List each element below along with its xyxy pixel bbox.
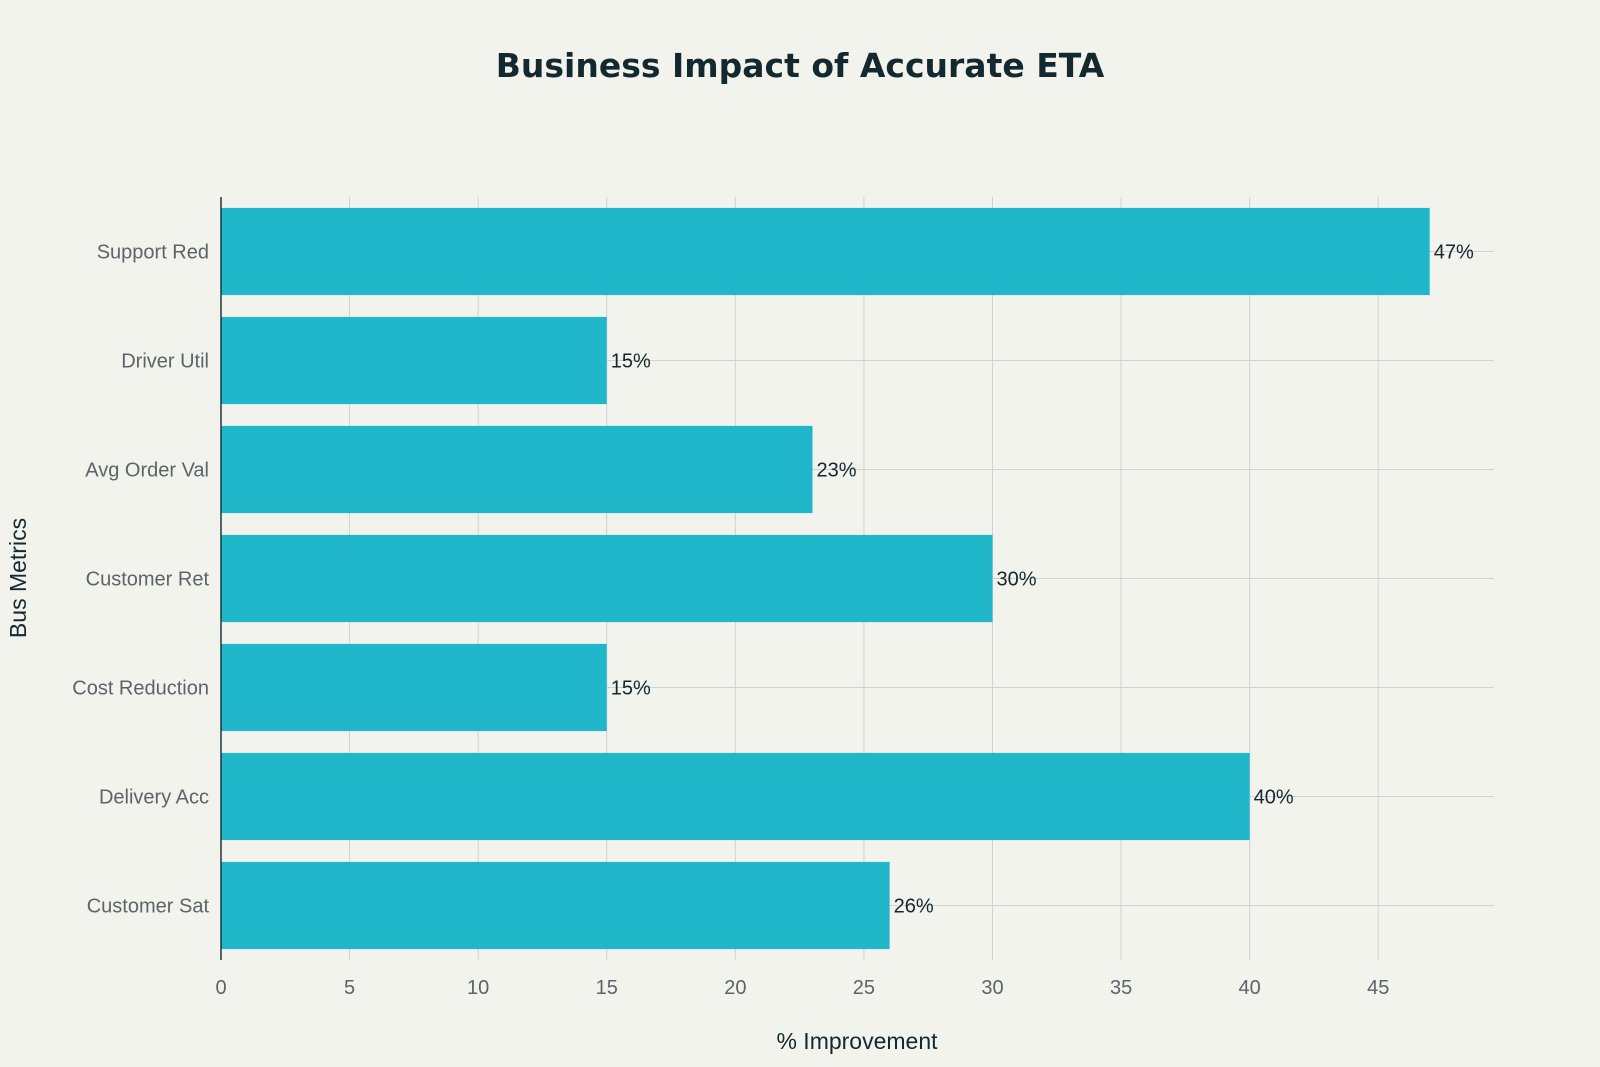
x-axis-title: % Improvement: [776, 1028, 938, 1054]
bar-value-label: 15%: [611, 351, 651, 373]
y-tick-label: Customer Sat: [87, 896, 210, 918]
x-tick-label: 0: [215, 977, 226, 999]
bar-value-label: 26%: [894, 896, 934, 918]
bar-customer-sat: [221, 861, 890, 950]
x-tick-label: 10: [467, 977, 489, 999]
y-tick-label: Customer Ret: [86, 569, 210, 591]
y-tick-label: Avg Order Val: [85, 460, 209, 482]
chart-title: Business Impact of Accurate ETA: [496, 46, 1105, 85]
x-tick-label: 40: [1239, 977, 1261, 999]
x-tick-label: 25: [853, 977, 875, 999]
y-tick-label: Driver Util: [121, 351, 209, 373]
x-tick-label: 20: [724, 977, 746, 999]
bar-customer-ret: [221, 534, 993, 623]
bar-support-red: [221, 207, 1430, 296]
x-tick-label: 30: [981, 977, 1003, 999]
bar-value-label: 30%: [997, 569, 1037, 591]
x-tick-label: 45: [1367, 977, 1389, 999]
y-axis-title: Bus Metrics: [5, 518, 31, 638]
bar-cost-reduction: [221, 643, 607, 732]
x-tick-label: 5: [344, 977, 355, 999]
bar-value-label: 23%: [816, 460, 856, 482]
x-tick-label: 35: [1110, 977, 1132, 999]
y-tick-labels: Customer Sat Delivery Acc Cost Reduction Cu…: [72, 242, 209, 918]
bar-value-label: 15%: [611, 678, 651, 700]
x-tick-labels: 0 5 10 15 20 25 30 35 40 45: [215, 977, 1389, 999]
y-tick-label: Cost Reduction: [72, 678, 209, 700]
bar-delivery-acc: [221, 752, 1250, 841]
bars: [221, 207, 1430, 950]
y-tick-label: Support Red: [97, 242, 209, 264]
bar-driver-util: [221, 316, 607, 405]
x-tick-label: 15: [596, 977, 618, 999]
y-tick-label: Delivery Acc: [99, 787, 209, 809]
bar-value-label: 40%: [1254, 787, 1294, 809]
bar-value-label: 47%: [1434, 242, 1474, 264]
bar-avg-order-val: [221, 425, 813, 514]
data-labels: 26% 40% 15% 30% 23% 15% 47%: [611, 242, 1474, 918]
